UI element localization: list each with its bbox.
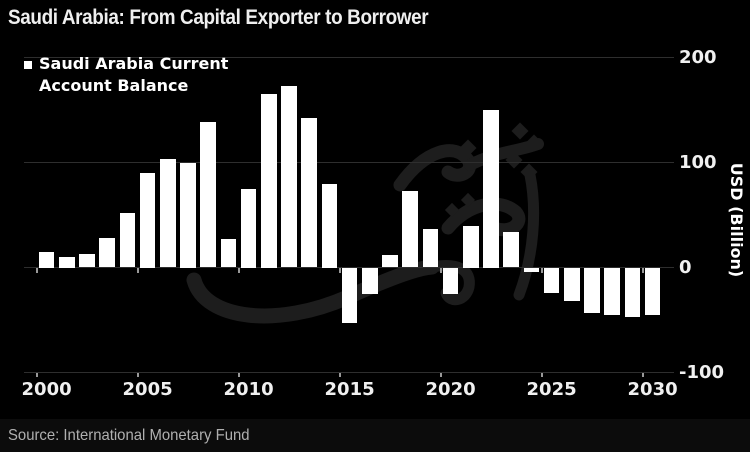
y-tick-label-200: 200: [679, 46, 717, 68]
x-tick-label-2010: 2010: [223, 379, 274, 400]
zero-axis-tick-2015: [339, 268, 341, 273]
x-tick-label-2025: 2025: [526, 379, 577, 400]
bar-2009: [220, 239, 237, 268]
bar-2005: [139, 173, 156, 268]
bar-2001: [59, 257, 75, 268]
zero-axis-tick-2005: [137, 268, 139, 273]
bar-2006: [160, 159, 176, 268]
bar-2010: [240, 188, 257, 268]
gridline-100: [24, 162, 674, 163]
bar-2022: [483, 110, 499, 268]
y-tick-label-0: 0: [679, 256, 692, 278]
bar-2004: [119, 212, 136, 268]
bar-2008: [200, 121, 216, 268]
legend-label: Saudi Arabia Current Account Balance: [39, 53, 228, 97]
base-axis-tick-2020: [440, 373, 442, 377]
x-tick-label-2000: 2000: [21, 379, 72, 400]
base-axis-tick-2025: [541, 373, 543, 377]
zero-axis-tick-2030: [642, 268, 644, 273]
bar-2014: [321, 183, 338, 268]
legend-label-line2: Account Balance: [39, 76, 189, 95]
base-axis-tick-2010: [238, 373, 240, 377]
bar-2016: [362, 267, 378, 294]
source-note: Source: International Monetary Fund: [8, 427, 250, 444]
bar-2026: [564, 267, 580, 302]
bar-2003: [99, 238, 115, 268]
bar-2023: [503, 231, 519, 268]
bar-2027: [584, 267, 600, 313]
chart-title: Saudi Arabia: From Capital Exporter to B…: [8, 6, 429, 29]
base-axis-tick-2015: [339, 373, 341, 377]
y-axis-title: USD (Billion): [727, 162, 746, 278]
base-axis-tick-2005: [137, 373, 139, 377]
bar-2028: [604, 267, 620, 315]
x-tick-label-2015: 2015: [324, 379, 375, 400]
bar-2011: [261, 94, 277, 268]
bar-2012: [281, 85, 297, 268]
legend: Saudi Arabia Current Account Balance: [24, 53, 228, 97]
bar-2021: [463, 225, 479, 268]
zero-axis-tick-2020: [440, 268, 442, 273]
bar-2024: [523, 267, 540, 272]
bar-2015: [341, 267, 358, 324]
gridline-200: [24, 57, 674, 58]
x-tick-label-2030: 2030: [627, 379, 678, 400]
bar-2025: [543, 267, 560, 293]
zero-axis-tick-2010: [238, 268, 240, 273]
gridline--100: [24, 372, 674, 373]
x-tick-label-2020: 2020: [425, 379, 476, 400]
bar-2002: [79, 253, 95, 268]
legend-label-line1: Saudi Arabia Current: [39, 54, 229, 73]
base-axis-tick-2030: [642, 373, 644, 377]
bar-2007: [180, 162, 196, 268]
legend-series-swatch-icon: [24, 61, 32, 69]
x-tick-label-2005: 2005: [122, 379, 173, 400]
bar-2020: [442, 267, 459, 294]
bar-2000: [38, 251, 55, 268]
footer-band: [0, 419, 750, 452]
bar-2029: [624, 267, 641, 317]
bar-2013: [301, 118, 317, 268]
zero-axis-tick-2025: [541, 268, 543, 273]
bar-2030: [644, 267, 661, 315]
base-axis-tick-2000: [36, 373, 38, 377]
bar-2017: [382, 254, 398, 268]
y-tick-label-100: 100: [679, 151, 717, 173]
bar-2018: [402, 190, 418, 268]
zero-axis-tick-2000: [36, 268, 38, 273]
bar-2019: [422, 228, 439, 268]
y-tick-label--100: -100: [679, 361, 725, 383]
